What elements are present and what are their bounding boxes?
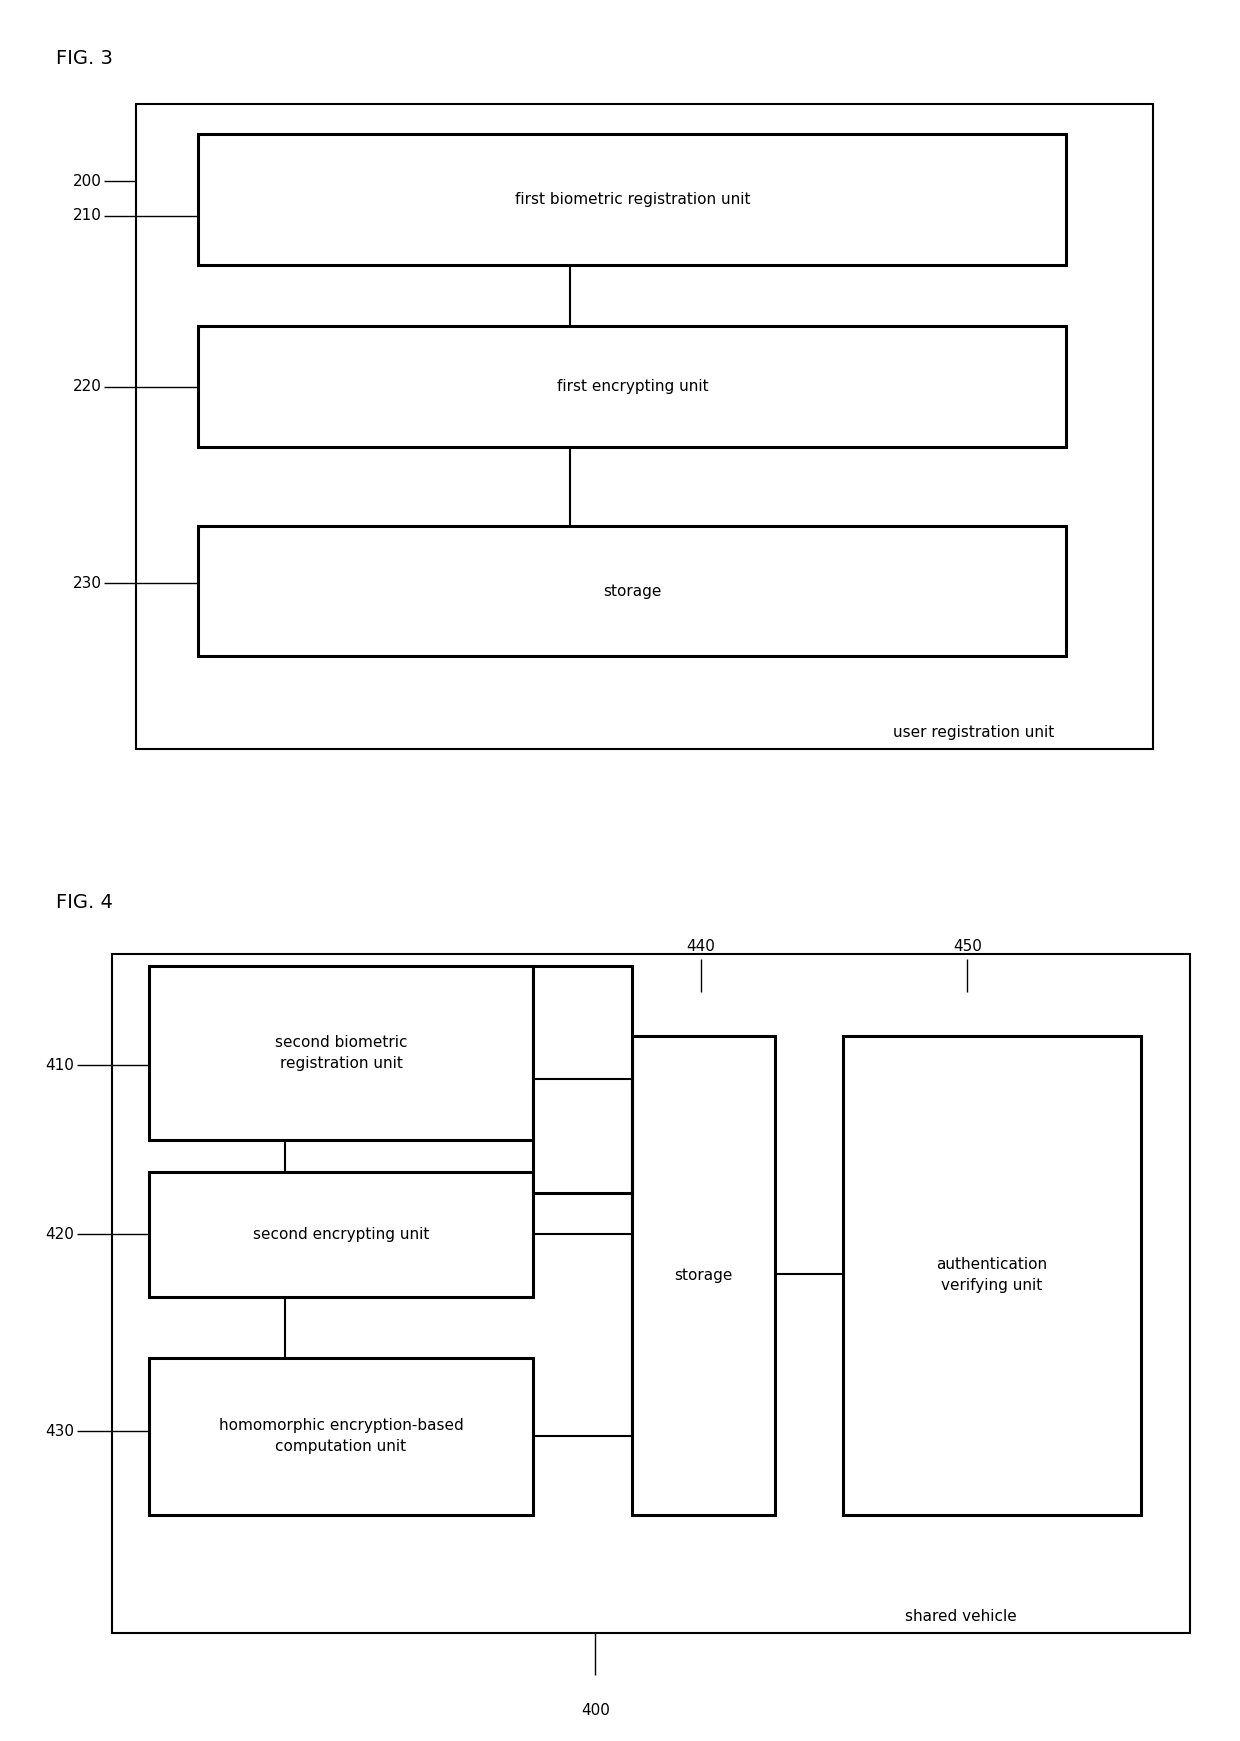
Bar [136, 104, 1153, 749]
Bar [149, 1172, 533, 1297]
Text: shared vehicle: shared vehicle [905, 1609, 1017, 1624]
Text: storage: storage [603, 583, 662, 599]
Text: FIG. 3: FIG. 3 [56, 49, 113, 68]
Text: authentication
verifying unit: authentication verifying unit [936, 1257, 1048, 1294]
Text: FIG. 4: FIG. 4 [56, 893, 113, 912]
Text: first biometric registration unit: first biometric registration unit [515, 192, 750, 207]
Text: 210: 210 [73, 209, 102, 223]
Bar [533, 966, 632, 1193]
Bar [112, 954, 1190, 1633]
Text: homomorphic encryption-based
computation unit: homomorphic encryption-based computation… [218, 1419, 464, 1454]
Text: 450: 450 [952, 938, 982, 954]
Text: 230: 230 [73, 576, 102, 590]
Bar [198, 526, 1066, 656]
Bar [843, 1036, 1141, 1515]
Text: 420: 420 [46, 1227, 74, 1241]
Text: 200: 200 [73, 174, 102, 188]
Text: 220: 220 [73, 380, 102, 393]
Text: second encrypting unit: second encrypting unit [253, 1227, 429, 1241]
Text: 400: 400 [580, 1703, 610, 1718]
Text: user registration unit: user registration unit [893, 724, 1054, 740]
Text: storage: storage [675, 1267, 733, 1283]
Bar [149, 1358, 533, 1515]
Text: first encrypting unit: first encrypting unit [557, 380, 708, 393]
Text: 440: 440 [686, 938, 715, 954]
Bar [149, 966, 533, 1140]
Bar [632, 1036, 775, 1515]
Text: second biometric
registration unit: second biometric registration unit [275, 1036, 407, 1071]
Text: 430: 430 [46, 1424, 74, 1438]
Text: 410: 410 [46, 1059, 74, 1072]
Bar [198, 326, 1066, 447]
Bar [198, 134, 1066, 265]
